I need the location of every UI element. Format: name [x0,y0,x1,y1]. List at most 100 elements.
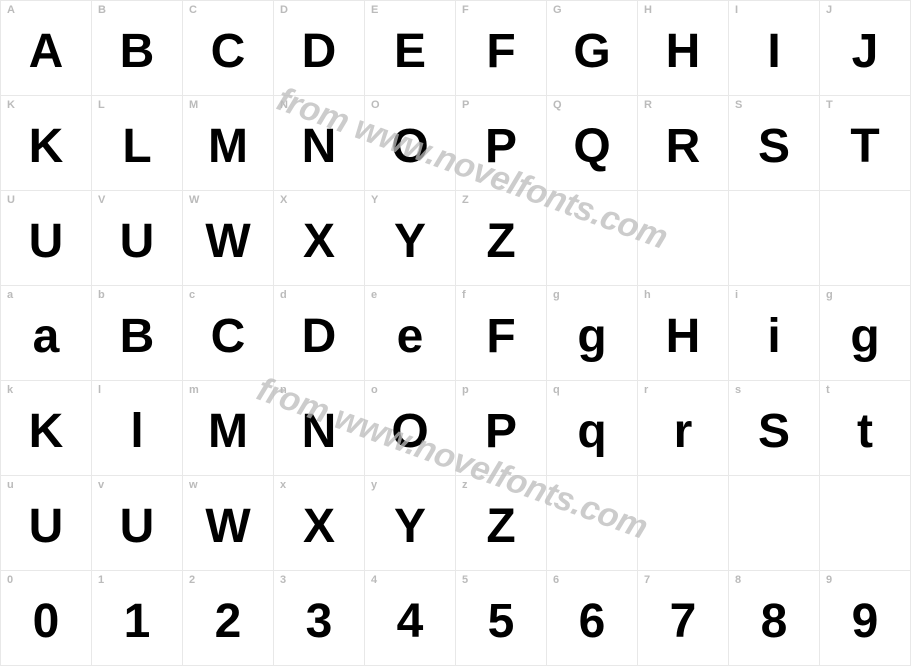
glyph-cell: NN [274,96,365,191]
cell-glyph: a [33,313,60,361]
glyph-cell: bB [92,286,183,381]
cell-glyph: M [208,408,248,456]
glyph-cell: QQ [547,96,638,191]
cell-glyph: J [852,28,879,76]
glyph-cell: wW [183,476,274,571]
cell-glyph: U [29,218,64,266]
glyph-cell: gg [820,286,911,381]
glyph-cell: TT [820,96,911,191]
cell-label: g [826,289,833,301]
cell-glyph: K [29,123,64,171]
cell-glyph: A [29,28,64,76]
cell-glyph: K [29,408,64,456]
cell-glyph: r [674,408,693,456]
cell-label: o [371,384,378,396]
glyph-cell: 00 [1,571,92,666]
cell-glyph: 9 [852,598,879,646]
cell-glyph: 1 [124,598,151,646]
glyph-cell: 33 [274,571,365,666]
cell-label: U [7,194,15,206]
glyph-cell: RR [638,96,729,191]
cell-label: L [98,99,105,111]
cell-label: t [826,384,830,396]
cell-glyph: E [394,28,426,76]
glyph-cell-blank [729,476,820,571]
glyph-cell: zZ [456,476,547,571]
cell-glyph: W [205,503,250,551]
cell-label: S [735,99,742,111]
cell-label: J [826,4,832,16]
glyph-cell-blank [729,191,820,286]
table-row: uUvUwWxXyYzZ [1,476,911,571]
cell-label: c [189,289,195,301]
cell-glyph: C [211,28,246,76]
glyph-cell: kK [1,381,92,476]
glyph-cell: HH [638,1,729,96]
cell-glyph: 3 [306,598,333,646]
glyph-cell: gg [547,286,638,381]
glyph-cell: KK [1,96,92,191]
cell-label: G [553,4,562,16]
cell-glyph: U [29,503,64,551]
cell-glyph: 6 [579,598,606,646]
table-row: kKllmMnNoOpPqqrrsStt [1,381,911,476]
glyph-cell-blank [547,476,638,571]
cell-glyph: 4 [397,598,424,646]
cell-label: 9 [826,574,832,586]
cell-glyph: O [391,123,428,171]
glyph-cell: 22 [183,571,274,666]
cell-glyph: Q [573,123,610,171]
cell-glyph: F [486,28,515,76]
cell-label: Z [462,194,469,206]
cell-glyph: S [758,408,790,456]
cell-label: 8 [735,574,741,586]
table-row: 00112233445566778899 [1,571,911,666]
glyph-cell: 44 [365,571,456,666]
glyph-grid-body: AABBCCDDEEFFGGHHIIJJKKLLMMNNOOPPQQRRSSTT… [1,1,911,666]
glyph-cell: FF [456,1,547,96]
cell-glyph: L [122,123,151,171]
cell-glyph: 0 [33,598,60,646]
cell-label: I [735,4,738,16]
cell-label: F [462,4,469,16]
glyph-cell: dD [274,286,365,381]
cell-glyph: O [391,408,428,456]
cell-label: v [98,479,104,491]
cell-label: X [280,194,287,206]
cell-glyph: Z [486,503,515,551]
cell-label: 1 [98,574,104,586]
cell-label: r [644,384,648,396]
cell-label: P [462,99,469,111]
cell-label: p [462,384,469,396]
cell-label: T [826,99,833,111]
table-row: aabBcCdDeefFgghHiigg [1,286,911,381]
glyph-cell: PP [456,96,547,191]
glyph-cell: LL [92,96,183,191]
glyph-cell: GG [547,1,638,96]
cell-glyph: H [666,28,701,76]
cell-glyph: H [666,313,701,361]
cell-glyph: X [303,503,335,551]
glyph-cell: OO [365,96,456,191]
glyph-cell: AA [1,1,92,96]
cell-label: z [462,479,468,491]
cell-glyph: I [767,28,780,76]
glyph-cell: aa [1,286,92,381]
cell-label: M [189,99,198,111]
table-row: KKLLMMNNOOPPQQRRSSTT [1,96,911,191]
cell-label: 2 [189,574,195,586]
cell-glyph: R [666,123,701,171]
cell-label: n [280,384,287,396]
glyph-cell: CC [183,1,274,96]
glyph-cell: WW [183,191,274,286]
cell-glyph: D [302,28,337,76]
glyph-cell: SS [729,96,820,191]
glyph-cell-blank [638,476,729,571]
glyph-cell: tt [820,381,911,476]
glyph-cell: XX [274,191,365,286]
glyph-cell: uU [1,476,92,571]
glyph-cell: DD [274,1,365,96]
cell-label: d [280,289,287,301]
cell-glyph: C [211,313,246,361]
glyph-cell: II [729,1,820,96]
